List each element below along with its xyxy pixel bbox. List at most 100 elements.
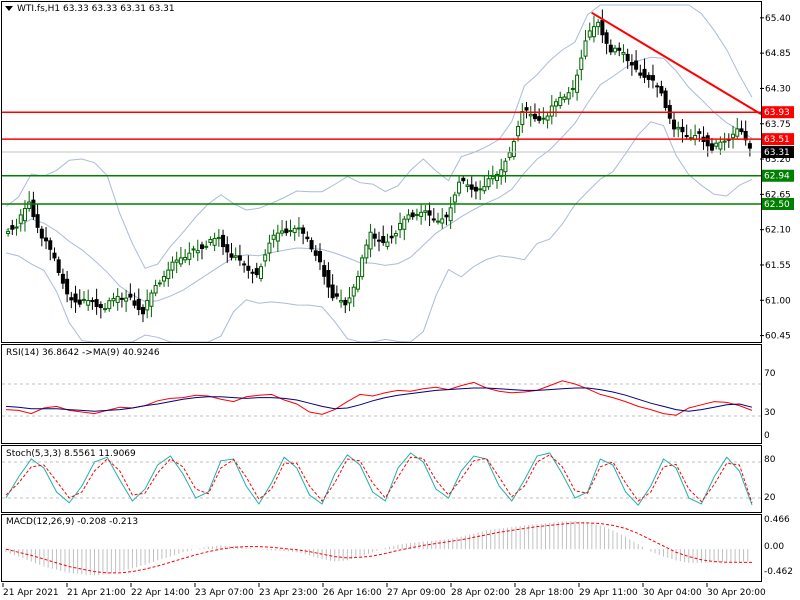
candle-body[interactable]: [132, 300, 137, 306]
candle-body[interactable]: [714, 142, 719, 147]
candle-body[interactable]: [490, 176, 495, 180]
candle-body[interactable]: [650, 75, 655, 81]
candle-body[interactable]: [377, 239, 381, 242]
candle-body[interactable]: [250, 271, 255, 274]
candle-body[interactable]: [56, 259, 61, 273]
candle-body[interactable]: [212, 237, 217, 246]
candle-body[interactable]: [204, 245, 209, 248]
candle-body[interactable]: [431, 218, 436, 221]
candle-body[interactable]: [495, 173, 500, 181]
candle-body[interactable]: [385, 241, 390, 247]
candle-body[interactable]: [511, 141, 516, 157]
candle-body[interactable]: [613, 47, 618, 53]
candle-body[interactable]: [347, 297, 352, 304]
candle-body[interactable]: [457, 181, 462, 194]
candle-body[interactable]: [31, 199, 36, 218]
candle-body[interactable]: [414, 213, 419, 216]
candle-body[interactable]: [410, 212, 415, 218]
candle-body[interactable]: [625, 53, 630, 62]
candle-body[interactable]: [528, 113, 533, 117]
candle-body[interactable]: [554, 101, 559, 107]
candle-body[interactable]: [520, 111, 525, 126]
candle-body[interactable]: [166, 269, 171, 279]
candle-body[interactable]: [591, 26, 596, 38]
candle-body[interactable]: [604, 32, 609, 44]
candle-body[interactable]: [524, 107, 529, 111]
candle-body[interactable]: [6, 230, 11, 235]
candle-body[interactable]: [280, 230, 285, 234]
candle-body[interactable]: [372, 233, 377, 239]
candle-body[interactable]: [258, 266, 263, 279]
candle-body[interactable]: [402, 218, 407, 230]
price-panel[interactable]: [2, 4, 762, 343]
candle-body[interactable]: [381, 236, 386, 244]
candle-body[interactable]: [722, 140, 727, 143]
candle-body[interactable]: [271, 234, 276, 240]
candle-body[interactable]: [216, 236, 221, 239]
candle-body[interactable]: [360, 257, 365, 278]
candle-body[interactable]: [427, 210, 432, 216]
candle-body[interactable]: [461, 177, 466, 182]
candle-body[interactable]: [486, 178, 491, 188]
candle-body[interactable]: [284, 228, 289, 234]
candle-body[interactable]: [389, 235, 394, 239]
candle-body[interactable]: [233, 255, 238, 258]
candle-body[interactable]: [549, 105, 554, 117]
candle-body[interactable]: [275, 232, 280, 242]
candle-body[interactable]: [507, 152, 512, 158]
candle-body[interactable]: [343, 299, 348, 306]
candle-body[interactable]: [355, 276, 360, 290]
candle-body[interactable]: [48, 240, 53, 250]
candle-body[interactable]: [313, 250, 318, 256]
candle-body[interactable]: [541, 117, 546, 120]
candle-body[interactable]: [562, 96, 567, 100]
candle-body[interactable]: [73, 293, 78, 303]
stoch-panel[interactable]: [2, 452, 761, 507]
candle-body[interactable]: [330, 284, 335, 299]
candle-body[interactable]: [288, 230, 293, 233]
candle-body[interactable]: [128, 293, 133, 298]
candle-body[interactable]: [153, 285, 158, 294]
rsi-ma-line[interactable]: [5, 387, 753, 412]
candle-body[interactable]: [436, 220, 441, 223]
candle-body[interactable]: [638, 72, 643, 76]
collapse-triangle-icon[interactable]: [5, 6, 13, 11]
candle-body[interactable]: [18, 214, 23, 224]
macd-panel[interactable]: [5, 521, 753, 576]
candle-body[interactable]: [579, 57, 584, 70]
candle-body[interactable]: [183, 256, 188, 261]
candle-body[interactable]: [697, 131, 702, 134]
candle-body[interactable]: [69, 297, 74, 301]
candle-body[interactable]: [478, 188, 483, 191]
candle-body[interactable]: [532, 113, 537, 120]
candle-body[interactable]: [440, 218, 445, 224]
candle-body[interactable]: [107, 300, 112, 310]
candle-body[interactable]: [322, 265, 327, 277]
candle-body[interactable]: [305, 236, 310, 240]
candle-body[interactable]: [419, 211, 424, 217]
candle-body[interactable]: [326, 270, 331, 288]
candle-body[interactable]: [309, 240, 314, 250]
candle-body[interactable]: [27, 201, 32, 209]
candle-body[interactable]: [448, 207, 453, 222]
candle-body[interactable]: [162, 276, 167, 282]
candle-body[interactable]: [621, 52, 626, 55]
downtrend-line[interactable]: [591, 11, 762, 115]
candle-body[interactable]: [705, 135, 710, 147]
candle-body[interactable]: [199, 244, 204, 249]
candle-body[interactable]: [225, 244, 230, 253]
candle-body[interactable]: [680, 126, 685, 133]
candle-body[interactable]: [735, 128, 740, 137]
candle-body[interactable]: [452, 194, 457, 203]
candle-body[interactable]: [339, 299, 344, 303]
candle-body[interactable]: [393, 233, 398, 237]
candle-body[interactable]: [663, 90, 668, 108]
candle-body[interactable]: [537, 116, 542, 121]
candle-body[interactable]: [81, 298, 86, 301]
candle-body[interactable]: [149, 292, 154, 307]
candle-body[interactable]: [659, 86, 664, 94]
candle-body[interactable]: [558, 96, 563, 107]
candle-body[interactable]: [136, 298, 141, 310]
candle-body[interactable]: [566, 92, 571, 100]
candle-body[interactable]: [516, 126, 521, 137]
